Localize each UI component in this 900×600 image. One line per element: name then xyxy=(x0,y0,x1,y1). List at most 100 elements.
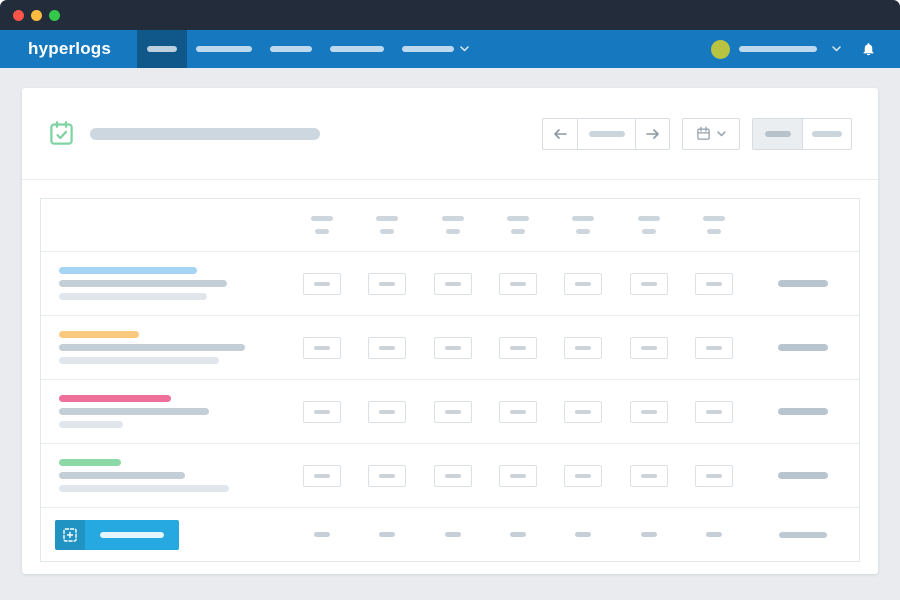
nav-item[interactable] xyxy=(187,30,261,68)
time-entry-input[interactable] xyxy=(695,272,734,295)
nav-item[interactable] xyxy=(261,30,321,68)
time-entry-input[interactable] xyxy=(498,272,537,295)
day-column-header xyxy=(354,216,419,234)
day-column-header xyxy=(420,216,485,234)
time-entry-input[interactable] xyxy=(498,336,537,359)
prev-week-button[interactable] xyxy=(543,119,577,149)
time-entry-input[interactable] xyxy=(498,400,537,423)
add-button-label-placeholder xyxy=(100,531,164,538)
app-logo[interactable]: hyperlogs xyxy=(28,39,112,58)
time-entry-input[interactable] xyxy=(433,272,472,295)
day-cell xyxy=(551,272,616,295)
nav-item-active[interactable] xyxy=(137,30,188,68)
current-range-button[interactable] xyxy=(577,118,635,149)
add-row-button[interactable] xyxy=(55,519,179,550)
time-value-placeholder xyxy=(313,473,330,478)
time-value-placeholder xyxy=(640,345,657,350)
nav-item[interactable] xyxy=(321,30,393,68)
time-value-placeholder xyxy=(313,281,330,286)
minimize-window-button[interactable] xyxy=(31,9,42,21)
column-total-cell xyxy=(682,532,747,537)
time-entry-input[interactable] xyxy=(564,464,603,487)
week-pager xyxy=(542,117,670,150)
time-value-placeholder xyxy=(509,409,526,414)
time-value-placeholder xyxy=(706,345,723,350)
project-name-placeholder xyxy=(59,459,121,466)
subtask-line-placeholder xyxy=(59,293,207,300)
next-week-button[interactable] xyxy=(635,118,669,149)
column-total-cell xyxy=(485,532,550,537)
day-cell xyxy=(354,400,419,423)
time-entry-input[interactable] xyxy=(629,336,668,359)
time-entry-input[interactable] xyxy=(433,464,472,487)
day-cell xyxy=(551,400,616,423)
time-value-placeholder xyxy=(706,409,723,414)
day-cell xyxy=(289,464,354,487)
time-value-placeholder xyxy=(444,473,461,478)
day-column-header xyxy=(485,216,550,234)
time-value-placeholder xyxy=(575,345,592,350)
view-toggle-option-selected[interactable] xyxy=(753,118,802,149)
day-date-placeholder xyxy=(510,229,525,234)
time-value-placeholder xyxy=(379,473,396,478)
maximize-window-button[interactable] xyxy=(49,9,60,21)
nav-label-placeholder xyxy=(330,46,385,52)
column-total-cell xyxy=(354,532,419,537)
day-cell xyxy=(682,336,747,359)
time-entry-input[interactable] xyxy=(433,336,472,359)
column-total-cell xyxy=(551,532,616,537)
time-entry-input[interactable] xyxy=(695,400,734,423)
project-name-placeholder xyxy=(59,267,197,274)
time-entry-input[interactable] xyxy=(564,336,603,359)
close-window-button[interactable] xyxy=(13,9,24,21)
column-total-cell xyxy=(616,532,681,537)
column-total-cell xyxy=(420,532,485,537)
user-menu[interactable] xyxy=(711,39,841,59)
task-line-placeholder xyxy=(59,472,185,479)
time-value-placeholder xyxy=(575,281,592,286)
view-toggle xyxy=(752,117,852,150)
project-info-cell xyxy=(41,459,289,492)
range-label-placeholder xyxy=(588,130,625,137)
day-cell xyxy=(616,464,681,487)
time-entry-input[interactable] xyxy=(368,464,407,487)
time-entry-input[interactable] xyxy=(695,464,734,487)
project-name-placeholder xyxy=(59,331,139,338)
time-entry-input[interactable] xyxy=(302,400,341,423)
timesheet-table xyxy=(40,198,860,562)
time-value-placeholder xyxy=(509,345,526,350)
day-cell xyxy=(354,464,419,487)
window-titlebar xyxy=(0,0,900,30)
time-entry-input[interactable] xyxy=(629,464,668,487)
time-entry-input[interactable] xyxy=(564,400,603,423)
timesheet-card xyxy=(22,88,878,574)
row-total-placeholder xyxy=(778,472,828,479)
time-entry-input[interactable] xyxy=(302,272,341,295)
day-cell xyxy=(354,336,419,359)
time-entry-input[interactable] xyxy=(629,272,668,295)
time-entry-input[interactable] xyxy=(433,400,472,423)
column-total-placeholder xyxy=(706,532,723,537)
time-value-placeholder xyxy=(444,409,461,414)
day-column-header xyxy=(551,216,616,234)
view-toggle-option[interactable] xyxy=(802,118,851,149)
time-entry-input[interactable] xyxy=(302,464,341,487)
time-entry-input[interactable] xyxy=(564,272,603,295)
time-entry-input[interactable] xyxy=(302,336,341,359)
day-name-placeholder xyxy=(506,216,529,221)
time-entry-input[interactable] xyxy=(498,464,537,487)
time-entry-input[interactable] xyxy=(629,400,668,423)
time-entry-input[interactable] xyxy=(368,400,407,423)
time-entry-input[interactable] xyxy=(368,272,407,295)
project-row xyxy=(41,443,859,507)
day-cell xyxy=(682,272,747,295)
time-entry-input[interactable] xyxy=(695,336,734,359)
day-cell xyxy=(551,336,616,359)
time-entry-input[interactable] xyxy=(368,336,407,359)
date-picker-button[interactable] xyxy=(682,117,740,150)
day-cell xyxy=(289,336,354,359)
username-placeholder xyxy=(739,46,817,52)
notifications-bell-icon[interactable] xyxy=(861,41,876,57)
row-total-cell xyxy=(747,344,859,351)
nav-item-dropdown[interactable] xyxy=(393,30,478,68)
